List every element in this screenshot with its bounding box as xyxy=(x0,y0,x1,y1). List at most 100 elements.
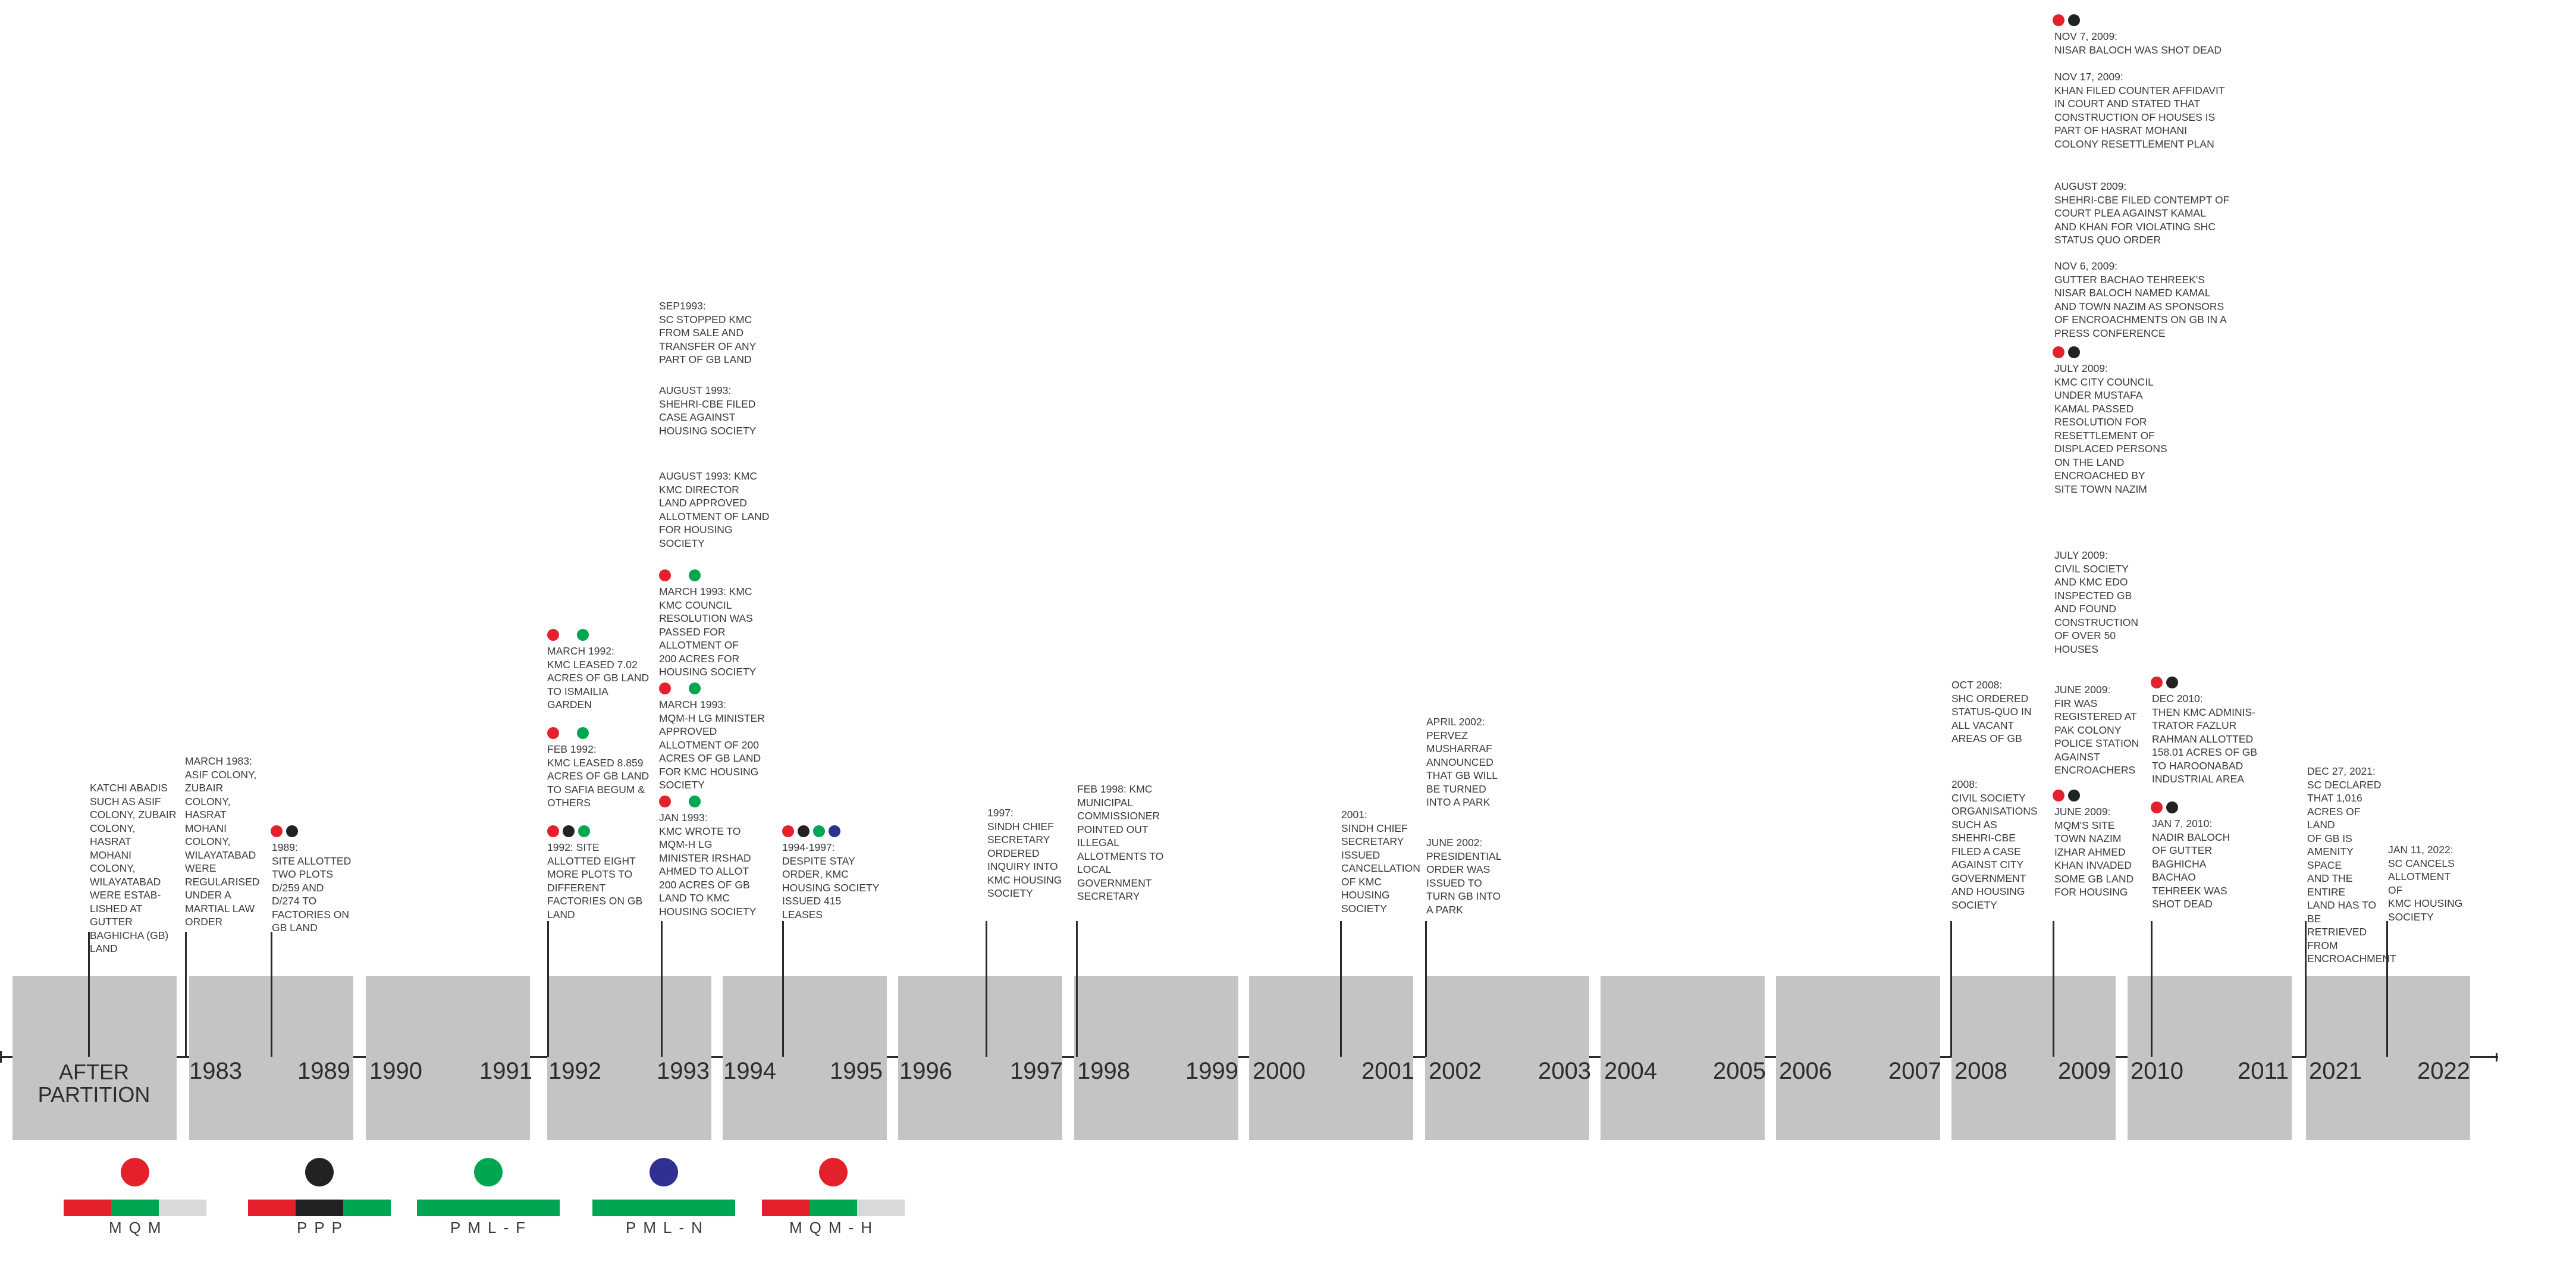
party-dots xyxy=(547,629,592,641)
event-text: SEP1993: SC STOPPED KMC FROM SALE AND TR… xyxy=(659,300,757,365)
party-dot-mqm xyxy=(782,825,794,837)
year-label-1983: 1983 xyxy=(189,1058,242,1084)
period-panel xyxy=(2128,976,2292,1140)
party-dot-pml-f xyxy=(578,825,590,837)
party-dots xyxy=(782,825,844,837)
event-text: JULY 2009: CIVIL SOCIETY AND KMC EDO INS… xyxy=(2054,549,2138,655)
party-dot-ppp xyxy=(2068,790,2080,801)
year-label-2011: 2011 xyxy=(2238,1058,2289,1084)
year-label-2021: 2021 xyxy=(2309,1058,2362,1084)
year-label-1993: 1993 xyxy=(657,1058,710,1084)
event-text: NOV 6, 2009: GUTTER BACHAO TEHREEK'S NIS… xyxy=(2054,260,2227,339)
period-panel xyxy=(366,976,530,1140)
event-text: MARCH 1993: KMC KMC COUNCIL RESOLUTION W… xyxy=(659,585,757,678)
party-dots xyxy=(659,569,704,581)
period-panel xyxy=(1776,976,1940,1140)
event-stem xyxy=(2305,921,2307,1057)
party-dot-mqm xyxy=(547,629,559,641)
party-dot-mqm xyxy=(2053,346,2064,358)
party-dot-ppp xyxy=(563,825,575,837)
legend-bar-segment xyxy=(592,1200,735,1216)
legend-bar xyxy=(762,1200,905,1216)
party-dots xyxy=(2053,790,2084,801)
event-stem xyxy=(2053,921,2054,1057)
year-label-2002: 2002 xyxy=(1429,1058,1482,1084)
legend-bar-segment xyxy=(295,1200,343,1216)
party-dot-pml-f xyxy=(689,796,701,807)
period-panel xyxy=(1425,976,1589,1140)
party-dot-pml-f xyxy=(577,629,589,641)
event-text: JULY 2009: KMC CITY COUNCIL UNDER MUSTAF… xyxy=(2054,362,2167,495)
event-stem xyxy=(2386,921,2388,1057)
event-text: FEB 1992: KMC LEASED 8.859 ACRES OF GB L… xyxy=(547,743,650,809)
event-text: JUNE 2009: MQM'S SITE TOWN NAZIM IZHAR A… xyxy=(2054,806,2134,898)
event-text: NOV 7, 2009: NISAR BALOCH WAS SHOT DEAD xyxy=(2054,30,2222,56)
event-text: DEC 2010: THEN KMC ADMINIS- TRATOR FAZLU… xyxy=(2152,693,2258,785)
period-label-after-partition: AFTER PARTITION xyxy=(37,1060,150,1107)
period-panel xyxy=(1249,976,1413,1140)
party-dot-mqm xyxy=(547,727,559,739)
legend-label: PML-N xyxy=(626,1219,710,1236)
party-dot-mqm xyxy=(659,569,671,581)
legend-bar-segment xyxy=(158,1200,206,1216)
legend-label: MQM-H xyxy=(789,1219,879,1236)
party-dot-mqm xyxy=(547,825,559,837)
period-panel xyxy=(1951,976,2116,1140)
period-panel xyxy=(12,976,177,1140)
legend-dot xyxy=(819,1158,848,1186)
party-dot-pml-f xyxy=(577,727,589,739)
event-text: AUGUST 1993: KMC KMC DIRECTOR LAND APPRO… xyxy=(659,470,770,549)
event-text: 2008: CIVIL SOCIETY ORGANISATIONS SUCH A… xyxy=(1951,778,2038,911)
event-text: FEB 1998: KMC MUNICIPAL COMMISSIONER POI… xyxy=(1077,783,1164,902)
year-label-1994: 1994 xyxy=(723,1058,776,1084)
party-dot-mqm xyxy=(659,682,671,694)
event-text: AUGUST 1993: SHEHRI-CBE FILED CASE AGAIN… xyxy=(659,384,757,437)
year-label-2022: 2022 xyxy=(2417,1058,2470,1084)
event-text: JAN 11, 2022: SC CANCELS ALLOTMENT OF KM… xyxy=(2388,844,2463,923)
event-text: 1994-1997: DESPITE STAY ORDER, KMC HOUSI… xyxy=(782,841,880,920)
event-text: 1992: SITE ALLOTTED EIGHT MORE PLOTS TO … xyxy=(547,841,643,920)
party-dot-pml-f xyxy=(689,682,701,694)
legend-bar-segment xyxy=(809,1200,857,1216)
event-text: APRIL 2002: PERVEZ MUSHARRAF ANNOUNCED T… xyxy=(1426,716,1498,808)
year-label-2001: 2001 xyxy=(1361,1058,1414,1084)
year-label-2007: 2007 xyxy=(1888,1058,1941,1084)
event-stem xyxy=(661,921,663,1057)
legend-bar xyxy=(248,1200,391,1216)
legend-bar xyxy=(592,1200,735,1216)
axis-start-tick xyxy=(0,1051,2,1063)
party-dots xyxy=(2053,346,2084,358)
year-label-1992: 1992 xyxy=(548,1058,601,1084)
year-label-1989: 1989 xyxy=(297,1058,350,1084)
party-dots xyxy=(659,682,704,694)
event-stem xyxy=(2151,921,2153,1057)
year-label-2006: 2006 xyxy=(1779,1058,1832,1084)
party-dots xyxy=(2151,677,2182,688)
party-dot-mqm xyxy=(2053,790,2064,801)
legend-bar-segment xyxy=(343,1200,391,1216)
period-panel xyxy=(2306,976,2470,1140)
legend-label: PPP xyxy=(297,1219,350,1236)
period-panel xyxy=(723,976,887,1140)
event-stem xyxy=(547,921,549,1057)
event-text: JAN 7, 2010: NADIR BALOCH OF GUTTER BAGH… xyxy=(2152,818,2230,910)
event-stem xyxy=(88,932,90,1057)
period-panel xyxy=(1601,976,1765,1140)
party-dot-pml-f xyxy=(813,825,825,837)
party-dot-ppp xyxy=(2068,346,2080,358)
year-label-2000: 2000 xyxy=(1253,1058,1306,1084)
event-stem xyxy=(1340,921,1342,1057)
legend-dot xyxy=(650,1158,678,1186)
legend-dot xyxy=(305,1158,334,1186)
legend-bar-segment xyxy=(762,1200,809,1216)
party-dot-ppp xyxy=(2068,14,2080,26)
party-dots xyxy=(547,727,592,739)
event-text: 1989: SITE ALLOTTED TWO PLOTS D/259 AND … xyxy=(272,841,352,934)
period-panel xyxy=(547,976,711,1140)
party-dot-mqm xyxy=(2151,801,2163,813)
party-dots xyxy=(2151,801,2182,813)
event-text: 1997: SINDH CHIEF SECRETARY ORDERED INQU… xyxy=(987,807,1062,899)
event-text: MARCH 1992: KMC LEASED 7.02 ACRES OF GB … xyxy=(547,645,650,710)
party-dot-ppp xyxy=(2166,677,2178,688)
party-dots xyxy=(2053,14,2084,26)
